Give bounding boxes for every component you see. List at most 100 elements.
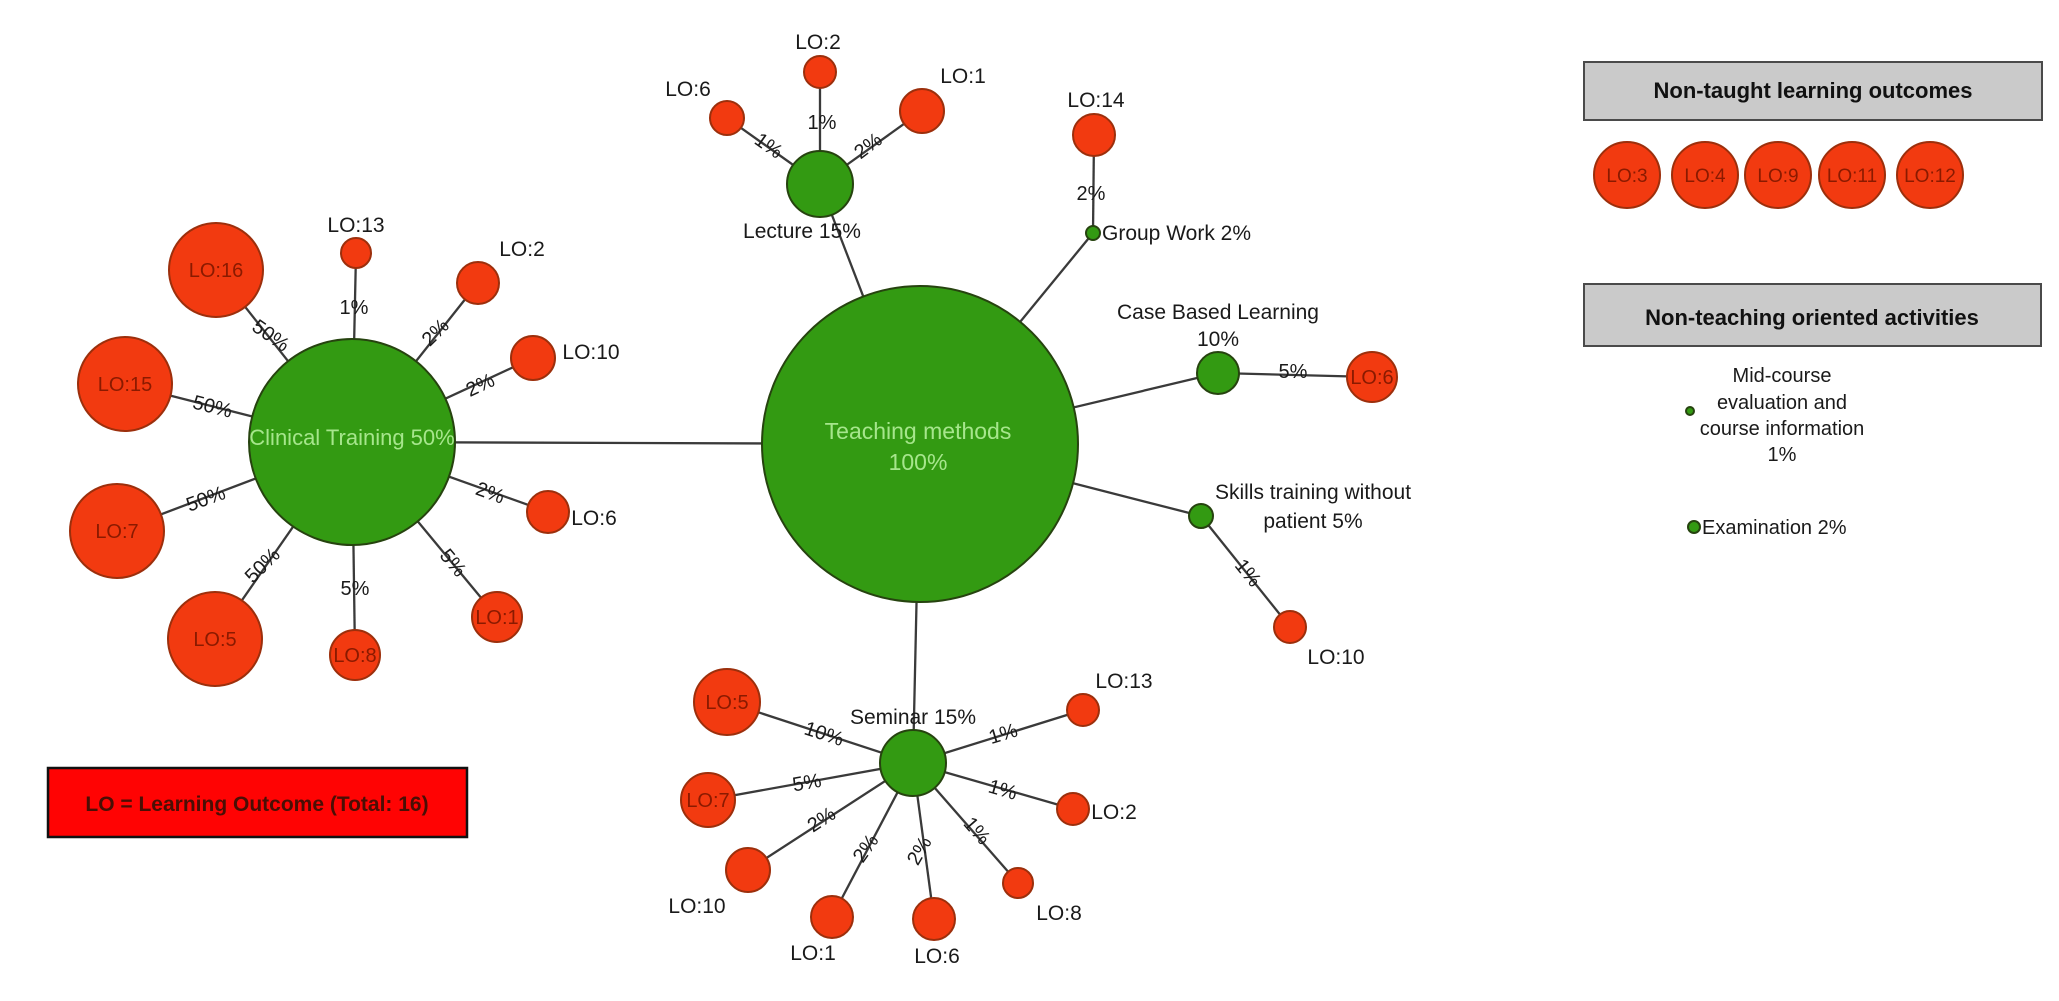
- clinical-lo6-pct: 2%: [473, 478, 508, 509]
- midcourse-line4: 1%: [1768, 444, 1797, 466]
- clinical-lo6-label: LO:6: [571, 507, 617, 530]
- legend-non-taught-title: Non-taught learning outcomes: [1654, 78, 1973, 103]
- groupwork-lo14-label: LO:14: [1067, 89, 1125, 112]
- clinical-lo16-label: LO:16: [189, 260, 243, 282]
- seminar-lo1-label: LO:1: [790, 942, 836, 965]
- seminar-lo13-pct: 1%: [986, 719, 1020, 749]
- seminar-lo6-pct: 2%: [903, 833, 937, 869]
- clinical-lo7-node: [69, 483, 165, 579]
- edge-skills-lo10: [1200, 515, 1291, 628]
- seminar-lo8-pct: 1%: [959, 813, 995, 849]
- midcourse-line1: Mid-course: [1733, 365, 1832, 387]
- clinical-lo13-label: LO:13: [327, 214, 384, 237]
- clinical-lo8-node: [329, 629, 381, 681]
- legend-non-taught-header-box: [1583, 61, 2043, 121]
- lecture-lo1-label: LO:1: [940, 65, 986, 88]
- group-work-node: [1085, 225, 1101, 241]
- clinical-lo5-node: [167, 591, 263, 687]
- midcourse-dot: [1685, 406, 1695, 416]
- group-work-label: Group Work 2%: [1102, 222, 1251, 245]
- legend-non-teaching-title: Non-teaching oriented activities: [1645, 305, 1979, 330]
- seminar-lo10-label: LO:10: [668, 895, 725, 918]
- skills-lo10-label: LO:10: [1307, 646, 1364, 669]
- seminar-lo6-label: LO:6: [914, 945, 960, 968]
- lecture-lo6-pct: 1%: [750, 129, 786, 164]
- lecture-node: [786, 150, 854, 218]
- legend-lo3-node: [1593, 141, 1661, 209]
- seminar-lo13-node: [1066, 693, 1100, 727]
- seminar-lo1-node: [810, 895, 854, 939]
- clinical-training-node: [248, 338, 456, 546]
- clinical-lo10-label: LO:10: [562, 341, 619, 364]
- seminar-lo10-pct: 2%: [804, 803, 840, 837]
- central-node-teaching-methods: [761, 285, 1079, 603]
- lecture-lo6-node: [709, 100, 745, 136]
- lecture-lo6-label: LO:6: [665, 78, 711, 101]
- seminar-lo7-node: [680, 772, 736, 828]
- case-based-label-line1: Case Based Learning: [1117, 301, 1319, 324]
- examination-label: Examination 2%: [1702, 517, 1847, 539]
- clinical-lo2-node: [456, 261, 500, 305]
- clinical-lo7-label: LO:7: [95, 521, 138, 543]
- clinical-lo5-pct: 50%: [241, 544, 285, 588]
- edge-seminar-lo7: [707, 761, 914, 802]
- skills-training-node: [1188, 503, 1214, 529]
- lo-note-text: LO = Learning Outcome (Total: 16): [85, 793, 428, 816]
- clinical-training-label: Clinical Training 50%: [249, 425, 454, 450]
- skills-lo10-node: [1273, 610, 1307, 644]
- clinical-lo1-node: [471, 591, 523, 643]
- seminar-lo13-label: LO:13: [1095, 670, 1152, 693]
- clinical-lo1-label: LO:1: [475, 607, 518, 629]
- legend-lo11-label: LO:11: [1827, 166, 1877, 187]
- clinical-lo8-pct: 5%: [341, 578, 370, 600]
- clinical-lo7-pct: 50%: [183, 482, 228, 516]
- midcourse-line2: evaluation and: [1717, 392, 1847, 414]
- examination-dot: [1687, 520, 1701, 534]
- clinical-lo16-pct: 50%: [248, 316, 294, 357]
- seminar-lo2-pct: 1%: [986, 776, 1020, 805]
- clinical-lo1-pct: 5%: [435, 545, 471, 581]
- central-label-line1: Teaching methods: [825, 418, 1012, 444]
- lecture-label: Lecture 15%: [743, 220, 861, 243]
- seminar-lo5-label: LO:5: [705, 692, 748, 714]
- clinical-lo6-node: [526, 490, 570, 534]
- skills-label-line2: patient 5%: [1263, 510, 1362, 533]
- casebased-lo6-label: LO:6: [1350, 367, 1393, 389]
- clinical-lo2-label: LO:2: [499, 238, 545, 261]
- clinical-lo15-node: [77, 336, 173, 432]
- clinical-lo13-pct: 1%: [340, 297, 369, 319]
- groupwork-lo14-pct: 2%: [1077, 183, 1106, 205]
- casebased-lo6-node: [1346, 351, 1398, 403]
- seminar-lo6-node: [912, 897, 956, 941]
- clinical-lo15-label: LO:15: [98, 374, 152, 396]
- clinical-lo10-node: [510, 335, 556, 381]
- casebased-lo6-pct: 5%: [1279, 361, 1308, 383]
- clinical-lo10-pct: 2%: [463, 369, 499, 401]
- seminar-lo8-label: LO:8: [1036, 902, 1082, 925]
- seminar-lo10-node: [725, 847, 771, 893]
- legend-lo12-node: [1896, 141, 1964, 209]
- seminar-lo7-pct: 5%: [791, 770, 824, 797]
- clinical-lo5-label: LO:5: [193, 629, 236, 651]
- case-based-learning-node: [1196, 351, 1240, 395]
- clinical-lo16-node: [168, 222, 264, 318]
- lecture-lo2-label: LO:2: [795, 31, 841, 54]
- legend-non-teaching-header-box: [1583, 283, 2042, 347]
- legend-lo11-node: [1818, 141, 1886, 209]
- seminar-lo1-pct: 2%: [849, 830, 884, 866]
- seminar-lo8-node: [1002, 867, 1034, 899]
- seminar-node: [879, 729, 947, 797]
- seminar-label: Seminar 15%: [850, 706, 976, 729]
- skills-label-line1: Skills training without: [1215, 481, 1411, 504]
- legend-lo4-label: LO:4: [1684, 166, 1726, 187]
- central-label-line2: 100%: [889, 449, 948, 475]
- legend-lo12-label: LO:12: [1904, 166, 1956, 187]
- clinical-lo13-node: [340, 237, 372, 269]
- seminar-lo2-label: LO:2: [1091, 801, 1137, 824]
- midcourse-line3: course information: [1700, 418, 1865, 440]
- lo-note-box: [46, 766, 469, 839]
- legend-lo9-node: [1744, 141, 1812, 209]
- lecture-lo2-pct: 1%: [808, 112, 837, 134]
